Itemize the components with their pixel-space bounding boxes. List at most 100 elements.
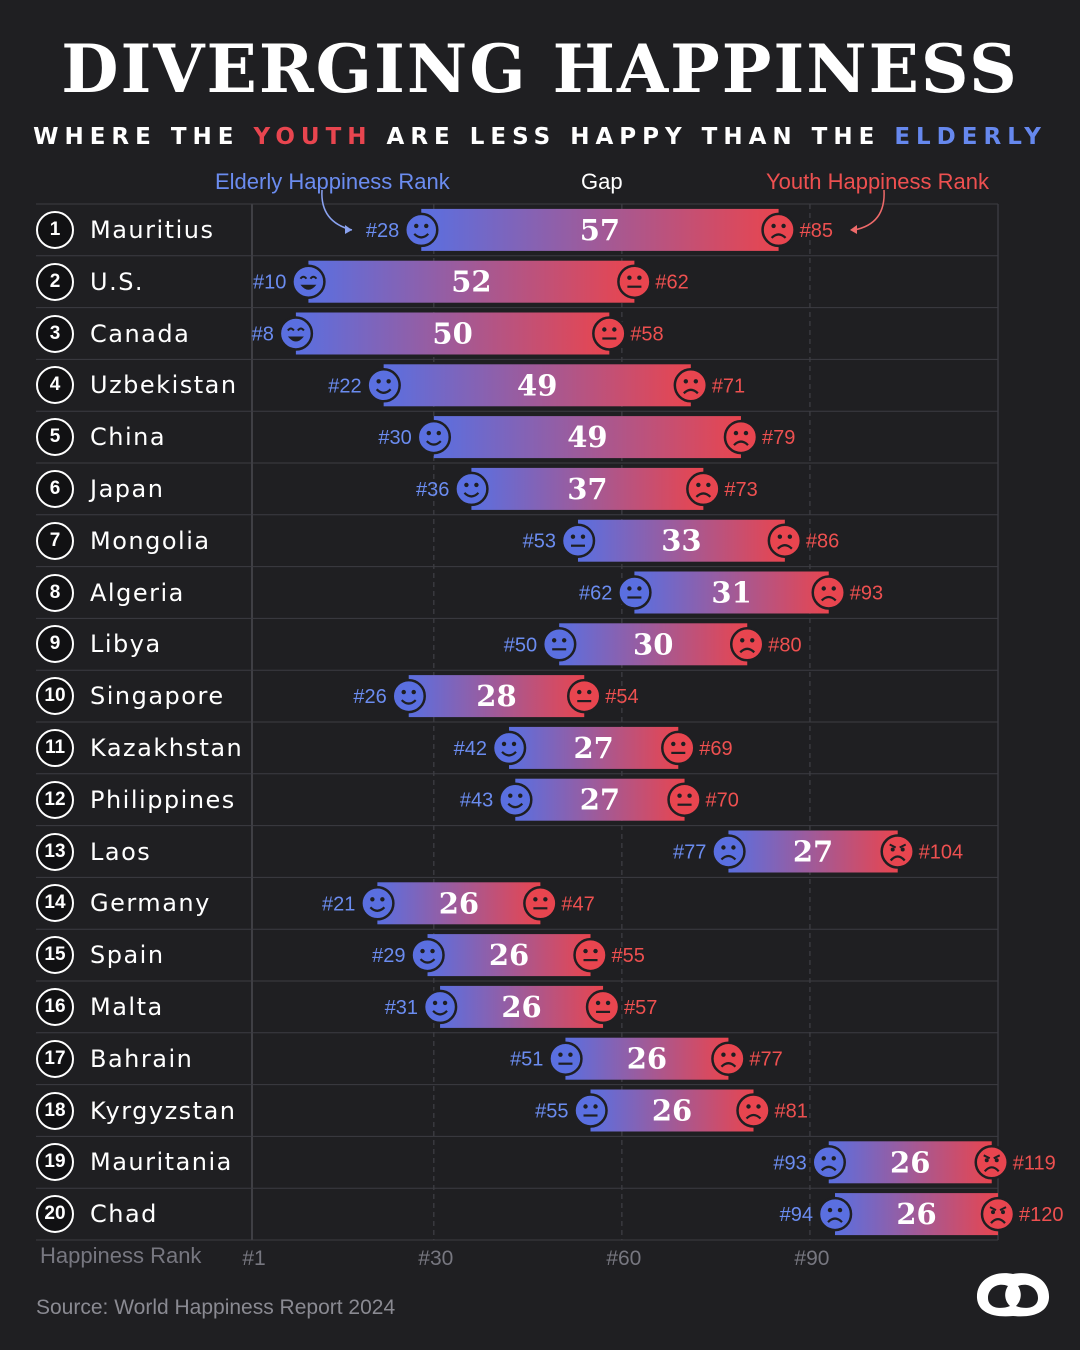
youth-rank-label: #119 bbox=[1013, 1152, 1056, 1174]
youth-rank-label: #86 bbox=[806, 531, 839, 553]
rank-badge: 15 bbox=[36, 936, 74, 975]
elderly-face-icon bbox=[454, 471, 489, 507]
row-label: 7 Mongolia bbox=[36, 520, 211, 562]
row-label: 3 Canada bbox=[36, 313, 190, 355]
row-label: 18 Kyrgyzstan bbox=[36, 1090, 237, 1132]
elderly-rank-label: #93 bbox=[773, 1152, 806, 1174]
elderly-rank-label: #62 bbox=[579, 583, 612, 605]
gap-value-label: 33 bbox=[661, 524, 701, 558]
gap-bar bbox=[295, 312, 610, 355]
row-label: 9 Libya bbox=[36, 623, 162, 665]
youth-face-icon bbox=[585, 989, 621, 1025]
youth-rank-label: #104 bbox=[919, 842, 964, 864]
elderly-rank-label: #8 bbox=[252, 324, 274, 346]
rank-badge: 14 bbox=[36, 884, 74, 923]
rank-badge: 17 bbox=[36, 1039, 74, 1078]
elderly-face-icon bbox=[498, 782, 533, 817]
country-name: Uzbekistan bbox=[90, 371, 238, 400]
youth-face-icon bbox=[767, 523, 803, 558]
country-name: Singapore bbox=[90, 682, 225, 711]
country-name: Chad bbox=[90, 1200, 158, 1229]
elderly-rank-label: #29 bbox=[372, 945, 405, 967]
row-label: 4 Uzbekistan bbox=[36, 364, 238, 406]
elderly-pointer-arrow bbox=[321, 189, 353, 231]
country-name: Philippines bbox=[90, 785, 236, 814]
youth-face-icon bbox=[573, 937, 608, 973]
elderly-face-icon bbox=[817, 1196, 853, 1232]
country-name: Japan bbox=[90, 474, 165, 503]
youth-rank-label: #80 bbox=[768, 634, 801, 656]
elderly-rank-label: #94 bbox=[780, 1204, 813, 1226]
youth-rank-label: #69 bbox=[699, 738, 732, 760]
country-name: Mauritius bbox=[90, 215, 215, 244]
rank-badge: 10 bbox=[36, 677, 74, 716]
youth-face-icon bbox=[667, 782, 702, 817]
elderly-rank-label: #21 bbox=[322, 893, 355, 915]
youth-face-icon bbox=[980, 1196, 1016, 1232]
gap-bar bbox=[559, 623, 748, 666]
youth-face-icon bbox=[811, 575, 846, 610]
row-label: 19 Mauritania bbox=[36, 1141, 233, 1183]
youth-rank-label: #93 bbox=[850, 583, 883, 605]
country-name: Spain bbox=[90, 941, 165, 970]
x-tick-label: #1 bbox=[242, 1247, 265, 1270]
youth-face-icon bbox=[729, 627, 765, 662]
elderly-face-icon bbox=[291, 264, 326, 299]
publisher-logo-icon bbox=[976, 1273, 1050, 1317]
youth-rank-label: #81 bbox=[775, 1101, 808, 1123]
gap-bar bbox=[383, 364, 691, 407]
chart-subtitle: WHERE THE YOUTH ARE LESS HAPPY THAN THE … bbox=[0, 124, 1080, 150]
elderly-face-icon bbox=[422, 989, 458, 1025]
gap-value-label: 26 bbox=[489, 938, 529, 972]
youth-face-icon bbox=[711, 1041, 746, 1076]
legend-elderly-label: Elderly Happiness Rank bbox=[215, 169, 450, 194]
subtitle-elderly-word: ELDERLY bbox=[894, 124, 1047, 150]
rank-badge: 5 bbox=[36, 418, 74, 457]
row-label: 14 Germany bbox=[36, 882, 211, 924]
rank-badge: 11 bbox=[36, 728, 74, 767]
youth-rank-label: #70 bbox=[706, 790, 739, 812]
elderly-face-icon bbox=[711, 834, 746, 869]
x-tick-label: #90 bbox=[794, 1247, 829, 1270]
youth-face-icon bbox=[523, 886, 558, 921]
country-name: Mauritania bbox=[90, 1148, 233, 1177]
elderly-face-icon bbox=[491, 730, 527, 766]
rank-badge: 20 bbox=[36, 1195, 74, 1234]
gap-value-label: 26 bbox=[627, 1042, 667, 1076]
youth-pointer-arrow bbox=[853, 189, 885, 231]
elderly-face-icon bbox=[541, 627, 577, 662]
youth-face-icon bbox=[567, 678, 602, 714]
gap-bar bbox=[427, 934, 591, 977]
gap-bar bbox=[728, 830, 898, 873]
country-name: Bahrain bbox=[90, 1044, 194, 1073]
gap-bar bbox=[828, 1141, 992, 1184]
gap-value-label: 26 bbox=[652, 1094, 692, 1128]
youth-rank-label: #58 bbox=[630, 324, 663, 346]
row-label: 2 U.S. bbox=[36, 261, 144, 303]
rank-badge: 3 bbox=[36, 314, 74, 353]
youth-face-icon bbox=[661, 730, 696, 766]
elderly-face-icon bbox=[360, 886, 395, 921]
elderly-pointer-arrowhead bbox=[345, 225, 352, 234]
elderly-face-icon bbox=[811, 1145, 846, 1180]
rank-badge: 18 bbox=[36, 1091, 74, 1130]
gap-bar bbox=[577, 519, 785, 562]
gap-value-label: 50 bbox=[432, 317, 472, 351]
gap-value-label: 26 bbox=[501, 990, 541, 1024]
elderly-rank-label: #51 bbox=[510, 1049, 543, 1071]
elderly-rank-label: #77 bbox=[673, 842, 706, 864]
rank-badge: 19 bbox=[36, 1143, 74, 1182]
rank-badge: 4 bbox=[36, 366, 74, 405]
youth-face-icon bbox=[880, 834, 915, 869]
row-label: 12 Philippines bbox=[36, 779, 236, 821]
gap-value-label: 27 bbox=[580, 783, 620, 817]
row-label: 5 China bbox=[36, 416, 166, 458]
gap-value-label: 31 bbox=[711, 576, 751, 610]
gap-bar bbox=[634, 571, 829, 614]
rank-badge: 16 bbox=[36, 987, 74, 1026]
legend-gap-label: Gap bbox=[581, 169, 623, 194]
gap-bar bbox=[421, 208, 779, 251]
rank-badge: 12 bbox=[36, 780, 74, 819]
elderly-face-icon bbox=[548, 1041, 583, 1076]
